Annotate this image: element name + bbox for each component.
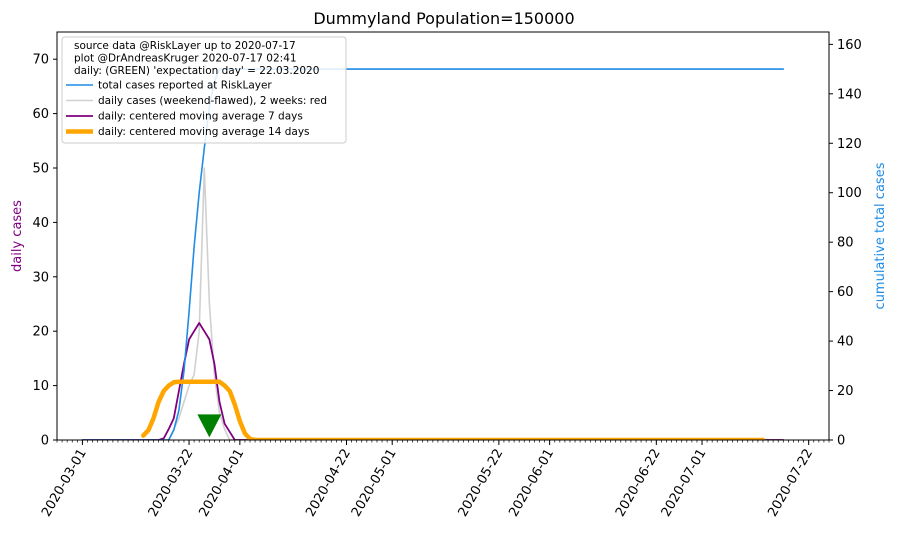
y-right-tick-label: 20 [837,384,854,399]
legend-entry-label: daily cases (weekend-flawed), 2 weeks: r… [98,95,327,107]
y-right-axis-label: cumulative total cases [873,162,888,309]
y-left-tick-label: 10 [32,379,49,394]
plot-area [81,68,785,440]
y-right-tick-label: 140 [837,87,862,102]
legend-entry-label: total cases reported at RiskLayer [98,80,272,92]
y-left-tick-label: 30 [32,270,49,285]
expectation-day-marker [197,414,222,438]
y-right-tick-label: 0 [837,434,845,449]
y-left-tick-label: 60 [32,107,49,122]
legend-entry-label: daily: centered moving average 7 days [98,111,303,123]
legend-header-line: daily: (GREEN) 'expectation day' = 22.03… [74,65,319,77]
legend-entry-label: daily: centered moving average 14 days [98,126,310,138]
y-left-tick-label: 50 [32,162,49,177]
y-left-tick-label: 20 [32,325,49,340]
y-left-tick-label: 0 [41,434,49,449]
y-left-tick-label: 70 [32,53,49,68]
y-right-tick-label: 80 [837,236,854,251]
y-right-tick-label: 120 [837,137,862,152]
y-right-tick-label: 100 [837,186,862,201]
chart-title: Dummyland Population=150000 [313,9,574,28]
y-left-tick-label: 40 [32,216,49,231]
legend-header-line: plot @DrAndreasKruger 2020-07-17 02:41 [74,53,297,65]
series-ma7 [81,322,785,440]
legend: source data @RiskLayer up to 2020-07-17p… [61,36,347,144]
legend-box [61,36,347,144]
y-right-tick-label: 160 [837,38,862,53]
legend-header-line: source data @RiskLayer up to 2020-07-17 [74,40,296,52]
y-right-tick-label: 40 [837,335,854,350]
y-left-axis-label: daily cases [10,200,25,272]
series-ma14 [141,379,766,440]
y-right-tick-label: 60 [837,285,854,300]
